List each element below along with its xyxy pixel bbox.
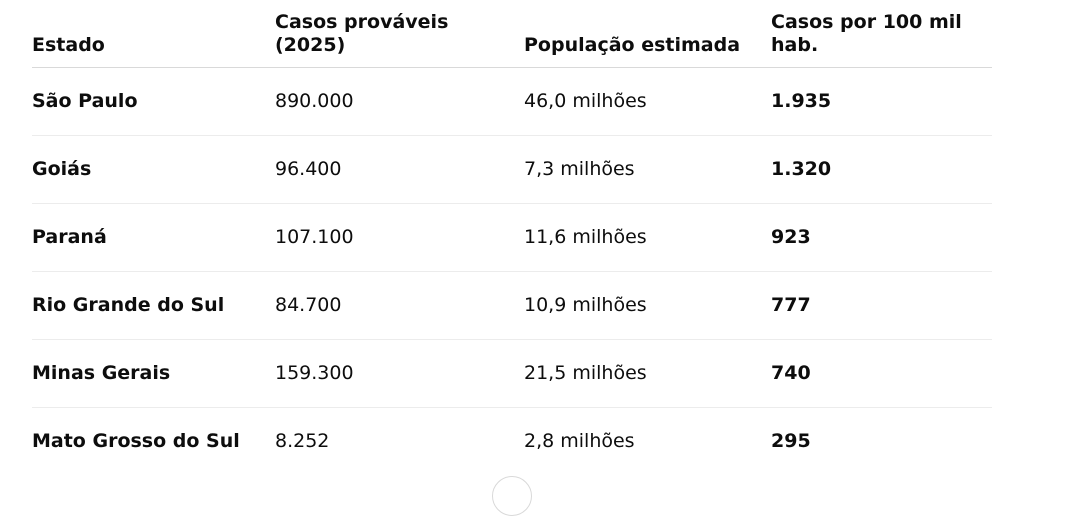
cell-estado: Mato Grosso do Sul	[32, 430, 240, 452]
table-row: Goiás 96.400 7,3 milhões 1.320	[32, 135, 992, 204]
data-table-container: Estado Casos prováveis (2025) População …	[32, 0, 992, 475]
cell-populacao: 21,5 milhões	[524, 339, 771, 408]
table-row: Minas Gerais 159.300 21,5 milhões 740	[32, 339, 992, 408]
header-estado: Estado	[32, 0, 275, 68]
table-row: Rio Grande do Sul 84.700 10,9 milhões 77…	[32, 271, 992, 340]
cell-populacao: 7,3 milhões	[524, 135, 771, 204]
table-row: Paraná 107.100 11,6 milhões 923	[32, 203, 992, 272]
cell-taxa: 777	[771, 271, 992, 340]
cell-casos: 159.300	[275, 339, 524, 408]
cell-casos: 96.400	[275, 135, 524, 204]
cell-estado: Paraná	[32, 203, 275, 272]
cell-casos: 84.700	[275, 271, 524, 340]
header-taxa: Casos por 100 mil hab.	[771, 0, 992, 68]
cell-taxa: 740	[771, 339, 992, 408]
header-casos: Casos prováveis (2025)	[275, 0, 524, 68]
cell-estado: Goiás	[32, 135, 275, 204]
scroll-down-button[interactable]	[492, 476, 532, 516]
table-body: São Paulo 890.000 46,0 milhões 1.935 Goi…	[32, 67, 992, 475]
header-populacao: População estimada	[524, 0, 771, 68]
cell-casos: 890.000	[275, 67, 524, 136]
cell-taxa: 1.935	[771, 67, 992, 136]
cell-estado: Minas Gerais	[32, 339, 275, 408]
header-casos-line1: Casos prováveis	[275, 10, 449, 33]
header-casos-line2: (2025)	[275, 33, 346, 56]
cell-populacao: 2,8 milhões	[524, 430, 635, 452]
cell-casos: 107.100	[275, 203, 524, 272]
cell-taxa: 1.320	[771, 135, 992, 204]
header-row: Estado Casos prováveis (2025) População …	[32, 0, 992, 68]
cell-taxa: 295	[771, 430, 811, 452]
cell-casos: 8.252	[275, 430, 330, 452]
data-table: Estado Casos prováveis (2025) População …	[32, 0, 992, 475]
cell-populacao: 11,6 milhões	[524, 203, 771, 272]
table-header: Estado Casos prováveis (2025) População …	[32, 0, 992, 68]
table-row: Mato Grosso do Sul 8.252 2,8 milhões 295	[32, 407, 992, 475]
cell-estado: Rio Grande do Sul	[32, 271, 275, 340]
cell-populacao: 46,0 milhões	[524, 67, 771, 136]
table-row: São Paulo 890.000 46,0 milhões 1.935	[32, 67, 992, 136]
cell-estado: São Paulo	[32, 67, 275, 136]
cell-taxa: 923	[771, 203, 992, 272]
cell-populacao: 10,9 milhões	[524, 271, 771, 340]
